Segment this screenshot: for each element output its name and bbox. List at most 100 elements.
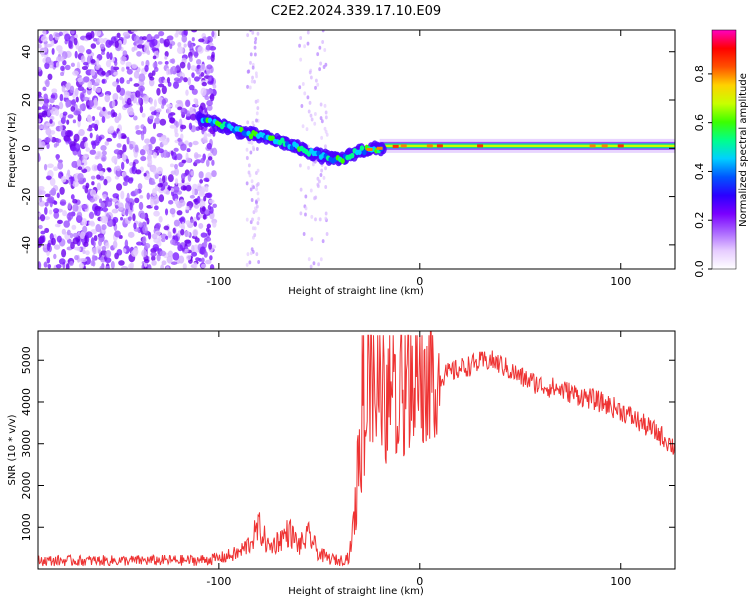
spectrogram-cell (177, 106, 183, 111)
spectrogram-cell (323, 126, 327, 131)
spectrogram-cell (200, 257, 205, 263)
spectrogram-cell (316, 176, 320, 181)
spectrogram-cell (153, 200, 158, 205)
spectrogram-cell (66, 212, 74, 221)
spectrogram-cell (82, 96, 90, 101)
spectrogram-cell (251, 145, 255, 150)
spectrogram-cell (253, 226, 257, 231)
spectrogram-cell (79, 104, 84, 111)
spectrogram-cell (247, 170, 251, 175)
spectrogram-cell (256, 168, 260, 173)
spectrogram-cell (138, 96, 142, 105)
spectrogram-cell (318, 45, 322, 50)
spectrogram-cell (72, 198, 78, 204)
spectrogram-cell (103, 216, 109, 224)
spectrogram-cell (142, 235, 147, 245)
snr-y-axis-label: SNR (10 * v/v) (7, 414, 18, 485)
spectrogram-cell (212, 221, 217, 228)
spectrogram-cell (54, 108, 60, 117)
spectrogram-cell (106, 51, 110, 60)
spectrogram-cell (150, 252, 157, 257)
spectrogram-cell (167, 174, 174, 183)
spectrogram-cell (144, 64, 149, 73)
spectrogram-cell (70, 241, 75, 250)
spectrogram-hotspot (477, 144, 484, 148)
spectrogram-cell (111, 100, 116, 108)
spectrogram-cell (207, 80, 214, 85)
spectrogram-cell (47, 263, 52, 269)
spectrogram-cell (58, 56, 65, 62)
spectrogram-cell (173, 219, 180, 227)
spectrogram-cell (153, 210, 160, 217)
y-tick-label: 5000 (20, 346, 33, 374)
spectrogram-cell (157, 61, 163, 65)
spectrogram-cell (58, 101, 64, 110)
spectrogram-cell (254, 71, 258, 76)
spectrogram-cell (125, 158, 130, 164)
spectrogram-cell (161, 104, 165, 109)
spectrogram-cell (325, 132, 329, 137)
spectrogram-cell (316, 82, 320, 87)
spectrogram-cell (80, 258, 88, 263)
spectrogram-cell (40, 35, 48, 43)
spectrogram-cell (248, 85, 252, 90)
spectrogram-cell (157, 183, 163, 188)
spectrogram-cell (105, 265, 111, 269)
spectrogram-cell (248, 260, 252, 265)
spectrogram-cell (156, 166, 163, 175)
spectrogram-cell (194, 237, 200, 243)
spectrogram-cell (82, 136, 88, 142)
spectrogram-cell (95, 134, 100, 143)
snr-series-line (38, 331, 675, 567)
spectrogram-cell (319, 173, 323, 178)
spectrogram-cell (206, 88, 214, 95)
spectrogram-cell (39, 235, 45, 244)
spectrogram-cell (158, 31, 165, 37)
spectrogram-cell (137, 39, 144, 45)
spectrogram-cell (206, 104, 213, 111)
spectrogram-cell (205, 159, 210, 167)
spectrogram-cell (74, 254, 79, 261)
spectrogram-cell (53, 143, 58, 148)
spectrogram-cell (101, 79, 106, 84)
spectrogram-cell (89, 189, 97, 197)
spectrogram-cell (301, 124, 305, 129)
spectrogram-cell (187, 40, 192, 49)
spectrogram-cell (128, 177, 134, 184)
spectrogram-cell (94, 30, 102, 37)
spectrogram-cell (81, 218, 88, 226)
snr-panel: -100 0 100 1000 2000 3000 4000 5000 Height of … (7, 330, 676, 597)
spectrogram-cell (98, 198, 103, 204)
spectrogram-cell (130, 94, 135, 102)
spectrogram-cell (115, 183, 123, 191)
spectrogram-cell (250, 140, 254, 145)
spectrogram-cell (111, 198, 118, 203)
spectrogram-cell (122, 248, 127, 253)
spectrogram-cell (110, 261, 115, 269)
spectrogram-cell (208, 242, 213, 250)
spectrogram-cell (201, 81, 207, 87)
spectrogram-cell (188, 84, 195, 91)
spectrogram-cell (199, 102, 206, 111)
spectrogram-cell (111, 155, 118, 164)
spectrogram-cell (91, 254, 96, 262)
spectrogram-cell (90, 43, 97, 49)
spectrogram-cell (45, 43, 53, 48)
spectrogram-cell (38, 185, 45, 191)
spectrogram-cell (309, 188, 313, 193)
spectrogram-cell (112, 66, 120, 71)
spectrogram-cell (136, 44, 144, 49)
spectrogram-cell (122, 144, 127, 153)
spectrogram-cell (92, 85, 96, 92)
spectrogram-cell (77, 247, 81, 252)
snr-marks (38, 331, 675, 567)
spectrogram-cell (245, 217, 249, 222)
spectrogram-cell (48, 33, 53, 42)
spectrogram-cell (121, 171, 127, 177)
spectrogram-cell (151, 255, 156, 262)
spectrogram-cell (47, 196, 55, 203)
spectrogram-cell (47, 163, 54, 168)
spectrogram-cell (117, 130, 122, 140)
spectrogram-y-axis-label: Frequency (Hz) (7, 112, 18, 188)
spectrogram-cell (45, 175, 52, 180)
